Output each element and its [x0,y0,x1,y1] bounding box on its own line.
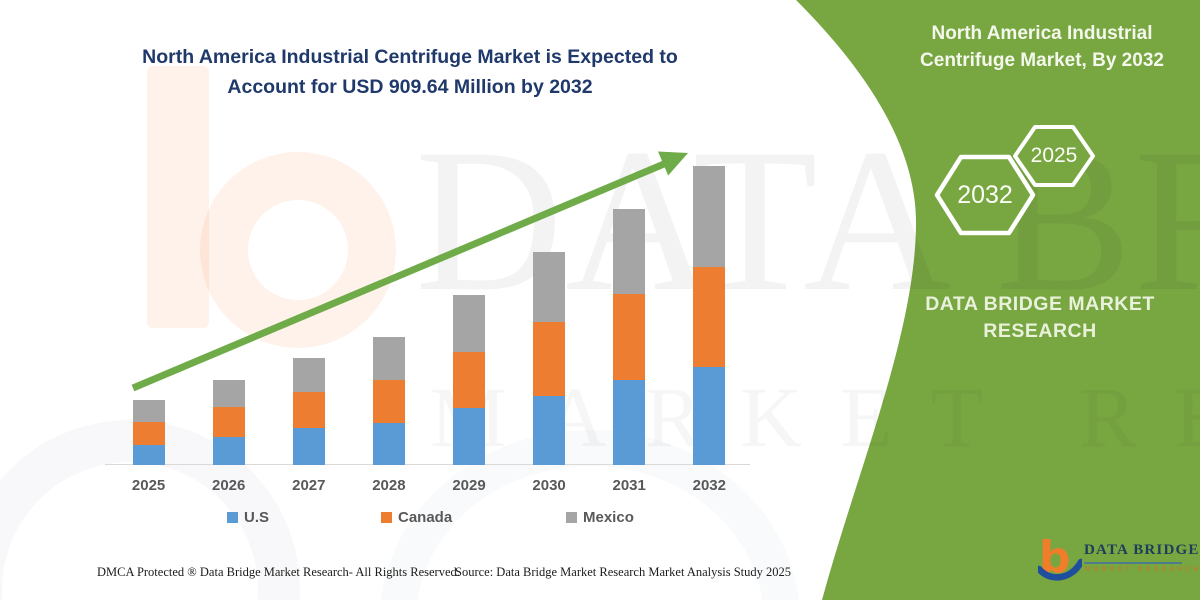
chart-title: North America Industrial Centrifuge Mark… [142,46,678,98]
footer-dmca-text: DMCA Protected ® Data Bridge Market Rese… [97,565,460,579]
bar-segment-us-2028 [372,423,405,465]
x-tick-label-2031: 2031 [612,477,646,494]
x-tick-label-2028: 2028 [372,477,406,494]
hexagon-year-2025: 2025 [1030,144,1078,167]
legend-swatch-icon [566,512,577,523]
panel-heading: North America Industrial Centrifuge Mark… [920,23,1164,71]
legend-item-us: U.S [227,509,269,526]
bar-segment-mexico-2032 [693,166,726,267]
bar-segment-us-2032 [693,367,726,465]
stacked-bar-2032 [693,166,726,465]
x-tick-label-2032: 2032 [692,477,726,494]
x-tick-label-2026: 2026 [212,477,246,494]
bar-segment-mexico-2025 [132,400,165,422]
legend-item-canada: Canada [381,509,452,526]
logo-wordmark: DATA BRIDGE [1084,542,1200,558]
bar-segment-canada-2025 [132,421,165,446]
hexagon-year-2032: 2032 [957,181,1013,209]
x-tick-label-2025: 2025 [131,477,166,494]
legend-item-mexico: Mexico [566,509,634,526]
legend-label: Canada [398,509,453,526]
bar-segment-us-2025 [132,445,165,465]
x-tick-label-2029: 2029 [452,477,486,494]
legend-swatch-icon [227,512,238,523]
bar-segment-canada-2026 [212,407,245,438]
x-tick-label-2030: 2030 [532,477,566,494]
bar-segment-canada-2027 [292,392,325,429]
bar-segment-us-2026 [212,437,245,465]
logo-subtitle: MARKET RESEARCH [1085,566,1200,573]
bar-segment-us-2029 [453,408,485,465]
bar-segment-us-2031 [613,379,646,465]
x-tick-label-2027: 2027 [292,477,326,494]
stacked-bar-2026 [212,379,245,465]
x-axis-line [105,464,750,465]
logo-b-icon: b [1038,532,1082,583]
logo-underline [1084,562,1182,564]
bar-segment-us-2027 [292,428,325,465]
bar-segment-us-2030 [533,395,566,465]
panel-brand-text: DATA BRIDGE MARKET RESEARCH [925,293,1155,342]
databridge-logo: b DATA BRIDGE MARKET RESEARCH [1038,532,1198,588]
legend-label: U.S [244,509,270,526]
legend-swatch-icon [381,512,392,523]
footer-source-text: Source: Data Bridge Market Research Mark… [455,565,792,579]
bar-segment-canada-2032 [693,266,726,368]
stacked-bar-2025 [132,400,165,465]
legend-label: Mexico [583,509,634,526]
